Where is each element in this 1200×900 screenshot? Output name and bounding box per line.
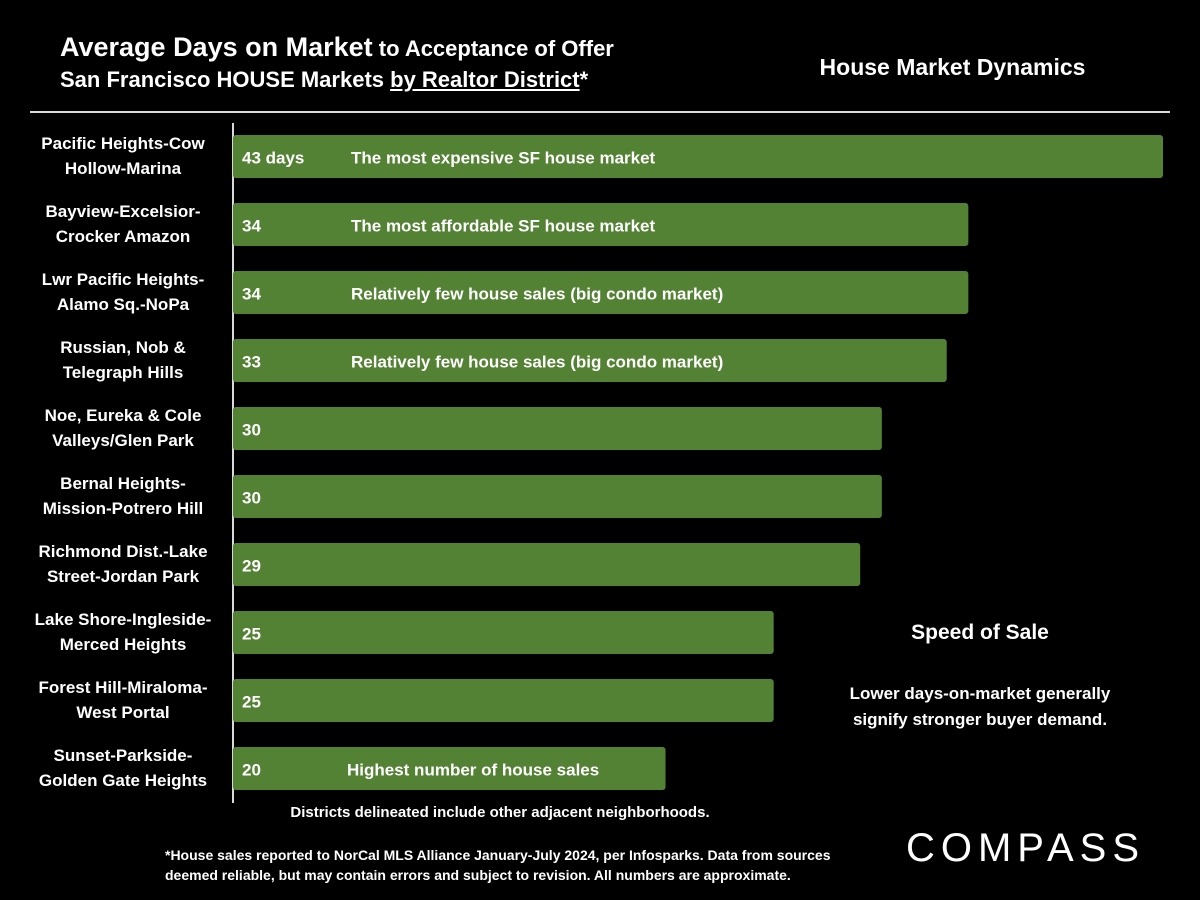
category-label: Forest Hill-Miraloma-	[38, 678, 207, 697]
bar-annotation: The most affordable SF house market	[351, 217, 656, 236]
bar-value-label: 30	[242, 421, 261, 440]
districts-note: Districts delineated include other adjac…	[290, 804, 710, 821]
bar-value-label: 25	[242, 625, 261, 644]
chart-subtitle-prefix: San Francisco HOUSE Markets	[60, 67, 391, 92]
category-label: Pacific Heights-Cow	[41, 134, 205, 153]
bar-value-label: 34	[242, 285, 261, 304]
bar	[233, 203, 969, 246]
category-label: Merced Heights	[60, 635, 187, 654]
chart-title: Average Days on Market to Acceptance of …	[60, 30, 760, 66]
bar-value-label: 34	[242, 217, 261, 236]
category-label: Valleys/Glen Park	[52, 431, 194, 450]
bar	[233, 135, 1163, 178]
title-divider	[30, 111, 1170, 113]
bar	[233, 611, 774, 654]
chart-title-main-sub: to Acceptance of Offer	[372, 36, 614, 61]
bar-value-label: 20	[242, 761, 261, 780]
category-label: Sunset-Parkside-	[54, 746, 193, 765]
category-label: Bayview-Excelsior-	[46, 202, 201, 221]
category-label: Richmond Dist.-Lake	[38, 542, 207, 561]
bar	[233, 407, 882, 450]
category-label: Mission-Potrero Hill	[43, 499, 204, 518]
bar-value-label: 33	[242, 353, 261, 372]
bar-value-label: 25	[242, 693, 261, 712]
bar	[233, 747, 666, 790]
bar-value-label: 43 days	[242, 149, 304, 168]
category-label: Golden Gate Heights	[39, 771, 207, 790]
speed-of-sale-title: Speed of Sale	[911, 621, 1049, 644]
category-label: Lake Shore-Ingleside-	[35, 610, 212, 629]
bar-annotation: Relatively few house sales (big condo ma…	[351, 353, 723, 372]
bar-value-label: 29	[242, 557, 261, 576]
category-label: Hollow-Marina	[65, 159, 182, 178]
bar-annotation: Relatively few house sales (big condo ma…	[351, 285, 723, 304]
chart-subtitle-underlined: by Realtor District	[390, 67, 580, 92]
bar	[233, 475, 882, 518]
compass-logo: COMPASS	[905, 826, 1146, 870]
house-market-dynamics-heading: House Market Dynamics	[819, 54, 1086, 80]
bar-annotation: The most expensive SF house market	[351, 149, 656, 168]
category-label: Lwr Pacific Heights-	[42, 270, 204, 289]
bar	[233, 339, 947, 382]
chart-title-block: Average Days on Market to Acceptance of …	[60, 30, 760, 94]
chart-title-main: Average Days on Market	[60, 32, 373, 62]
category-label: Crocker Amazon	[56, 227, 190, 246]
bar	[233, 679, 774, 722]
category-label: Noe, Eureka & Cole	[45, 406, 202, 425]
bar	[233, 271, 969, 314]
category-label: Russian, Nob &	[60, 338, 186, 357]
chart-subtitle: San Francisco HOUSE Markets by Realtor D…	[60, 66, 760, 94]
bar	[233, 543, 861, 586]
bar-value-label: 30	[242, 489, 261, 508]
category-label: Alamo Sq.-NoPa	[57, 295, 190, 314]
speed-of-sale-text: Lower days-on-market generally signify s…	[849, 684, 1111, 729]
category-label: Telegraph Hills	[63, 363, 184, 382]
chart-subtitle-suffix: *	[579, 67, 589, 92]
bar-annotation: Highest number of house sales	[347, 761, 599, 780]
footnote: *House sales reported to NorCal MLS Alli…	[165, 847, 831, 883]
category-label: West Portal	[76, 703, 169, 722]
category-label: Bernal Heights-	[60, 474, 186, 493]
category-label: Street-Jordan Park	[47, 567, 200, 586]
